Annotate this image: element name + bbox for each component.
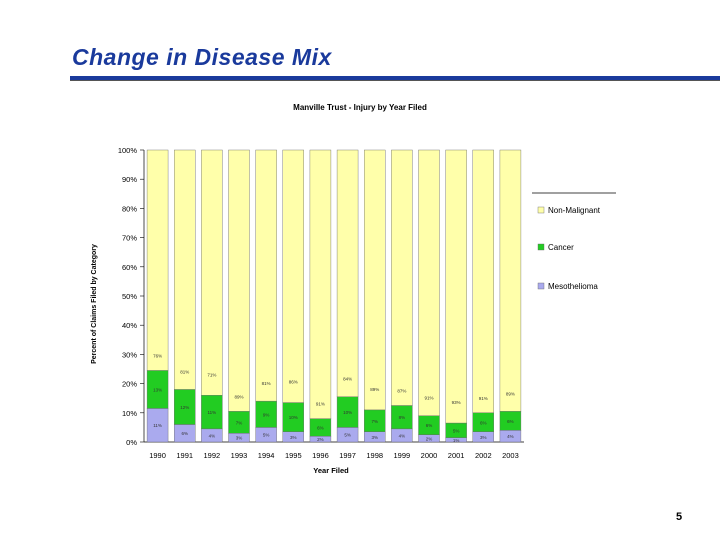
data-label: 3%: [371, 435, 378, 440]
x-tick-label: 1992: [204, 451, 221, 460]
data-label: 11%: [153, 423, 162, 428]
data-label: 12%: [180, 405, 189, 410]
data-label: 76%: [153, 353, 162, 358]
data-label: 6%: [426, 423, 433, 428]
bar-non-malignant-2002: [472, 149, 494, 413]
data-label: 4%: [209, 433, 216, 438]
bar-non-malignant-1991: [174, 149, 196, 390]
data-label: 10%: [289, 415, 298, 420]
data-label: 93%: [452, 400, 461, 405]
legend-swatch-non-malignant: [537, 206, 545, 214]
legend-label-mesothelioma: Mesothelioma: [548, 282, 598, 291]
x-tick-label: 2002: [475, 451, 492, 460]
data-label: 3%: [480, 435, 487, 440]
data-label: 4%: [507, 434, 514, 439]
data-label: 3%: [236, 436, 243, 441]
y-tick-label: 50%: [122, 292, 137, 301]
data-label: 6%: [317, 425, 324, 430]
data-label: 5%: [344, 433, 351, 438]
legend-swatch-mesothelioma: [537, 282, 545, 290]
data-label: 87%: [397, 389, 406, 394]
bar-non-malignant-2001: [445, 149, 467, 424]
y-tick-label: 60%: [122, 263, 137, 272]
bar-non-malignant-1990: [146, 149, 169, 371]
data-label: 89%: [370, 387, 379, 392]
x-axis-title: Year Filed: [313, 466, 349, 475]
y-tick-label: 20%: [122, 380, 137, 389]
x-tick-label: 1993: [231, 451, 248, 460]
y-axis-title: Percent of Claims Filed by Category: [91, 244, 98, 364]
data-label: 11%: [208, 410, 217, 415]
bar-non-malignant-1992: [201, 149, 223, 396]
data-label: 91%: [479, 396, 488, 401]
bar-non-malignant-2003: [499, 149, 522, 412]
chart-bars: [146, 149, 522, 443]
data-label: 81%: [180, 369, 189, 374]
data-label: 6%: [507, 419, 514, 424]
x-tick-label: 1997: [339, 451, 356, 460]
x-tick-label: 1990: [149, 451, 166, 460]
x-tick-label: 1998: [366, 451, 383, 460]
bar-non-malignant-1996: [309, 149, 332, 419]
bar-non-malignant-1998: [364, 149, 386, 411]
x-tick-label: 2000: [421, 451, 438, 460]
data-label: 91%: [424, 396, 433, 401]
slide-number: 5: [676, 511, 683, 523]
data-label: 89%: [234, 394, 243, 399]
x-tick-label: 2003: [502, 451, 519, 460]
x-tick-label: 1996: [312, 451, 329, 460]
data-label: 86%: [289, 380, 298, 385]
data-label: 9%: [263, 412, 270, 417]
data-label: 4%: [399, 433, 406, 438]
data-label: 2%: [317, 437, 324, 442]
data-label: 6%: [181, 431, 188, 436]
y-tick-label: 100%: [118, 146, 138, 155]
x-tick-label: 1999: [394, 451, 411, 460]
data-label: 2%: [426, 436, 433, 441]
bar-non-malignant-1994: [255, 149, 277, 402]
data-label: 13%: [153, 387, 162, 392]
data-label: 3%: [290, 435, 297, 440]
y-tick-label: 40%: [122, 321, 137, 330]
bar-non-malignant-1999: [391, 149, 413, 406]
chart-legend: Non-Malignant Cancer Mesothelioma: [532, 192, 616, 291]
legend-label-non-malignant: Non-Malignant: [548, 206, 601, 215]
bar-non-malignant-1993: [228, 149, 250, 412]
data-label: 8%: [399, 415, 406, 420]
data-label: 5%: [263, 433, 270, 438]
data-label: 6%: [480, 420, 487, 425]
data-label: 91%: [316, 402, 325, 407]
data-label: 7%: [236, 420, 243, 425]
data-label: 5%: [453, 428, 460, 433]
x-tick-label: 1991: [176, 451, 193, 460]
data-label: 84%: [343, 377, 352, 382]
data-label: 89%: [506, 391, 515, 396]
data-label: 1%: [453, 438, 460, 443]
y-tick-label: 10%: [122, 409, 137, 418]
chart-axes: 0% 10% 20% 30% 40% 50% 60% 70% 80% 90% 100% Percent…: [91, 146, 524, 475]
y-tick-label: 30%: [122, 350, 137, 359]
chart-data-labels: 11% 13% 76% 6% 12% 81% 4% 11% 71% 3% 7% 89% 5% 9% 81% 3…: [153, 353, 515, 442]
x-tick-label: 1995: [285, 451, 302, 460]
data-label: 81%: [262, 381, 271, 386]
bar-non-malignant-2000: [418, 149, 440, 416]
data-label: 10%: [343, 410, 352, 415]
legend-swatch-cancer: [537, 243, 545, 251]
chart-title: Manville Trust - Injury by Year Filed: [293, 103, 427, 112]
bar-non-malignant-1995: [282, 149, 304, 403]
data-label: 7%: [371, 419, 378, 424]
data-label: 71%: [207, 372, 216, 377]
x-tick-label: 1994: [258, 451, 275, 460]
bar-non-malignant-1997: [336, 149, 359, 397]
y-tick-label: 90%: [122, 175, 137, 184]
y-tick-label: 80%: [122, 204, 137, 213]
title-rule: [70, 76, 720, 81]
x-tick-label: 2001: [448, 451, 465, 460]
y-tick-label: 70%: [122, 234, 137, 243]
legend-label-cancer: Cancer: [548, 243, 574, 252]
slide-title: Change in Disease Mix: [72, 44, 332, 70]
y-tick-label: 0%: [126, 438, 137, 447]
